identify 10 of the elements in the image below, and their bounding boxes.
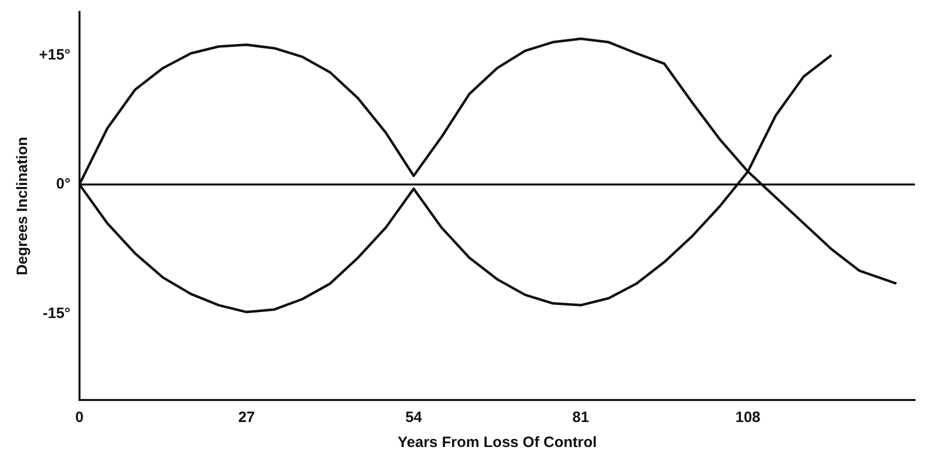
- x-tick-label: 27: [238, 409, 255, 426]
- y-axis-title: Degrees Inclination: [14, 136, 32, 276]
- y-tick-label: +15°: [38, 46, 70, 64]
- y-tick-label: -15°: [42, 304, 70, 322]
- y-tick-label: 0°: [56, 176, 70, 193]
- x-axis-title: Years From Loss Of Control: [398, 434, 597, 452]
- x-tick-label: 108: [735, 409, 760, 426]
- x-tick-label: 54: [405, 409, 423, 426]
- x-tick-label: 0: [75, 409, 84, 426]
- x-tick-label: 81: [572, 409, 590, 426]
